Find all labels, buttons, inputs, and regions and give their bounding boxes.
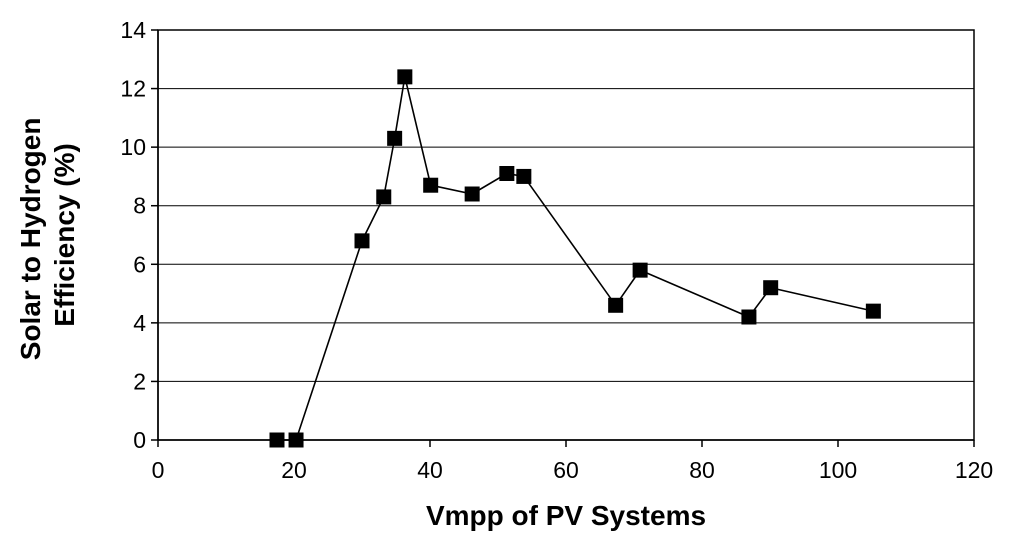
data-point [387, 130, 403, 146]
y-tick-label: 14 [120, 17, 146, 43]
series-line [277, 76, 874, 441]
x-tick-label: 20 [281, 457, 307, 483]
data-point [397, 69, 413, 85]
data-point [632, 262, 648, 278]
data-point [423, 177, 439, 193]
data-point [608, 297, 624, 313]
data-point [763, 280, 779, 296]
x-axis-title: Vmpp of PV Systems [426, 500, 706, 531]
data-point [376, 189, 392, 205]
x-tick-label: 40 [417, 457, 443, 483]
y-tick-label: 0 [133, 427, 146, 453]
y-tick-label: 8 [133, 193, 146, 219]
y-tick-label: 6 [133, 251, 146, 277]
data-point [741, 309, 757, 325]
x-tick-label: 0 [152, 457, 165, 483]
x-tick-label: 100 [819, 457, 857, 483]
data-point [354, 233, 370, 249]
data-point [464, 186, 480, 202]
data-point [499, 166, 515, 181]
y-axis-ticks: 0 2 4 6 8 10 12 14 [120, 17, 158, 453]
y-axis-title: Solar to Hydrogen Efficiency (%) [15, 110, 80, 360]
data-point [288, 432, 304, 448]
data-series [269, 69, 881, 448]
x-tick-label: 60 [553, 457, 579, 483]
y-axis-title-line-1: Solar to Hydrogen [15, 118, 46, 361]
data-point [516, 168, 532, 184]
data-point [269, 432, 285, 448]
y-tick-label: 12 [120, 76, 146, 102]
x-tick-label: 120 [955, 457, 993, 483]
y-tick-label: 2 [133, 368, 146, 394]
data-point [865, 303, 881, 319]
y-tick-label: 10 [120, 134, 146, 160]
x-tick-label: 80 [689, 457, 715, 483]
y-tick-label: 4 [133, 310, 146, 336]
gridlines [158, 88, 974, 382]
y-axis-title-line-2: Efficiency (%) [49, 143, 80, 327]
